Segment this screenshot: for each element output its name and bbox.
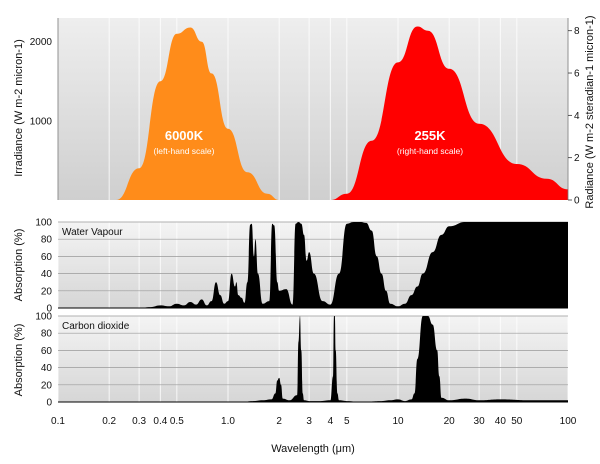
- x-tick-label: 3: [306, 416, 312, 427]
- y-tick-label: 20: [41, 286, 53, 297]
- x-tick-label: 50: [511, 416, 523, 427]
- wavelength-axis-title: Wavelength (μm): [271, 443, 355, 455]
- curve-6000k: [116, 27, 280, 200]
- curve-255k: [330, 26, 568, 200]
- left-irradiance-ticks: 1000 2000: [30, 37, 53, 127]
- y-tick-label: 100: [35, 312, 52, 323]
- right-radiance-ticks: 0 2 4 6 8: [568, 26, 580, 207]
- water-y-ticks: 0 20 40 60 80 100: [35, 218, 52, 315]
- water-vapour-absorption-area: [139, 222, 568, 308]
- y-tick-label: 0: [46, 304, 52, 315]
- co2-y-ticks: 0 20 40 60 80 100: [35, 312, 52, 409]
- y-tick-label: 0: [574, 196, 580, 207]
- irradiance-axis-title: Irradiance (W m-2 micron-1): [13, 39, 25, 177]
- x-tick-label: 1.0: [221, 416, 235, 427]
- x-tick-label: 4: [328, 416, 334, 427]
- x-tick-label: 2: [276, 416, 282, 427]
- y-tick-label: 2000: [30, 37, 53, 48]
- x-tick-label: 0.2: [102, 416, 116, 427]
- y-tick-label: 6: [574, 69, 580, 80]
- y-tick-label: 4: [574, 111, 580, 122]
- gridlines: [57, 18, 569, 403]
- radiance-axis-title: Radiance (W m-2 steradian-1 micron-1): [584, 15, 596, 208]
- y-tick-label: 2: [574, 153, 580, 164]
- x-tick-label: 5: [344, 416, 350, 427]
- wavelength-x-ticks: 0.1 0.2 0.3 0.4 0.5 1.0 2 3 4 5 10 20 30 40 50 100: [51, 416, 577, 427]
- sublabel-6000k: (left-hand scale): [154, 146, 215, 156]
- x-tick-label: 0.1: [51, 416, 65, 427]
- y-tick-label: 8: [574, 26, 580, 37]
- y-tick-label: 20: [41, 380, 53, 391]
- y-tick-label: 40: [41, 363, 53, 374]
- y-tick-label: 80: [41, 329, 53, 340]
- label-6000k: 6000K: [165, 128, 204, 143]
- x-tick-label: 10: [392, 416, 404, 427]
- sublabel-255k: (right-hand scale): [397, 146, 463, 156]
- x-tick-label: 100: [560, 416, 577, 427]
- water-absorption-axis-title: Absorption (%): [13, 229, 25, 302]
- x-tick-label: 30: [474, 416, 486, 427]
- co2-panel-background: [58, 316, 568, 402]
- y-tick-label: 1000: [30, 116, 53, 127]
- y-tick-label: 0: [46, 398, 52, 409]
- y-tick-label: 60: [41, 346, 53, 357]
- x-tick-label: 20: [444, 416, 456, 427]
- x-tick-label: 40: [495, 416, 507, 427]
- label-255k: 255K: [414, 128, 446, 143]
- x-tick-label: 0.4: [153, 416, 167, 427]
- x-tick-label: 0.5: [170, 416, 184, 427]
- y-tick-label: 80: [41, 235, 53, 246]
- co2-title: Carbon dioxide: [62, 321, 130, 332]
- x-tick-label: 0.3: [132, 416, 146, 427]
- y-tick-label: 100: [35, 218, 52, 229]
- y-tick-label: 40: [41, 269, 53, 280]
- water-vapour-title: Water Vapour: [62, 227, 123, 238]
- co2-absorption-axis-title: Absorption (%): [13, 324, 25, 397]
- y-tick-label: 60: [41, 252, 53, 263]
